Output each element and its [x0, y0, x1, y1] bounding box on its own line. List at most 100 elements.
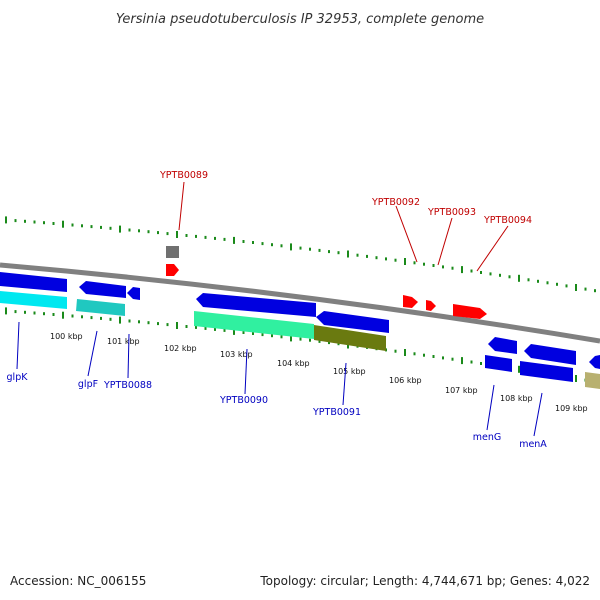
- gene-feature-blue[interactable]: [488, 337, 517, 354]
- cds-feature-cyan[interactable]: [0, 291, 67, 309]
- gene-feature-blue[interactable]: [520, 361, 573, 382]
- minor-tick: [147, 321, 150, 325]
- accession-text: Accession: NC_006155: [10, 574, 147, 588]
- gene-feature-blue[interactable]: [485, 355, 512, 372]
- gene-label-yptb0092[interactable]: YPTB0092: [371, 197, 420, 208]
- gene-feature-red[interactable]: [403, 295, 418, 308]
- minor-tick: [280, 335, 283, 339]
- minor-tick: [109, 226, 112, 230]
- major-tick: [176, 322, 178, 329]
- minor-tick: [166, 323, 169, 327]
- minor-tick: [546, 281, 549, 285]
- scale-label: 100 kbp: [50, 332, 83, 341]
- minor-tick: [71, 314, 74, 318]
- minor-tick: [242, 331, 245, 334]
- cds-feature-olive[interactable]: [314, 325, 386, 351]
- gene-label-glpk[interactable]: glpK: [7, 372, 29, 383]
- genome-summary-text: Topology: circular; Length: 4,744,671 bp…: [260, 574, 590, 588]
- minor-tick: [537, 279, 539, 283]
- gene-feature-blue[interactable]: [0, 272, 67, 292]
- minor-tick: [195, 325, 197, 329]
- minor-tick: [413, 261, 416, 265]
- gene-label-meng[interactable]: menG: [473, 432, 501, 443]
- minor-tick: [594, 289, 596, 293]
- minor-tick: [185, 325, 188, 328]
- minor-tick: [451, 266, 454, 270]
- minor-tick: [280, 244, 283, 248]
- minor-tick: [90, 316, 93, 320]
- minor-tick: [33, 220, 36, 224]
- minor-tick: [423, 353, 425, 357]
- minor-tick: [81, 315, 83, 319]
- gene-feature-blue[interactable]: [589, 355, 600, 369]
- cds-feature-khaki[interactable]: [585, 372, 600, 389]
- genome-backbone: [0, 262, 600, 344]
- minor-tick: [261, 333, 264, 337]
- gene-label-yptb0089[interactable]: YPTB0089: [159, 170, 208, 181]
- minor-tick: [442, 265, 444, 269]
- minor-tick: [527, 278, 530, 282]
- major-tick: [461, 266, 463, 274]
- gene-feature-red[interactable]: [453, 304, 487, 319]
- gene-label-yptb0088[interactable]: YPTB0088: [103, 380, 152, 391]
- minor-tick: [413, 352, 416, 356]
- gene-feature-red[interactable]: [426, 300, 436, 311]
- cds-feature-teal[interactable]: [76, 299, 125, 316]
- minor-tick: [157, 322, 159, 326]
- major-tick: [290, 243, 292, 251]
- major-tick: [404, 349, 406, 356]
- minor-tick: [128, 319, 131, 323]
- cds-feature-green[interactable]: [194, 311, 314, 339]
- major-tick: [518, 365, 520, 373]
- gene-feature-blue[interactable]: [127, 287, 140, 300]
- gene-feature-blue[interactable]: [316, 311, 389, 333]
- gene-feature-blue[interactable]: [196, 293, 316, 317]
- major-tick: [575, 284, 577, 291]
- minor-tick: [328, 250, 330, 254]
- major-tick: [404, 258, 406, 265]
- minor-tick: [432, 264, 435, 267]
- scale-label: 102 kbp: [164, 344, 197, 353]
- minor-tick: [128, 228, 131, 232]
- minor-tick: [470, 269, 473, 273]
- minor-tick: [81, 224, 83, 228]
- gene-feature-blue[interactable]: [79, 281, 126, 298]
- gene-feature-gray[interactable]: [166, 246, 179, 258]
- minor-tick: [584, 287, 587, 291]
- minor-tick: [556, 282, 558, 286]
- gene-label-yptb0094[interactable]: YPTB0094: [483, 215, 532, 226]
- reverse-genes: [0, 272, 600, 389]
- minor-tick: [432, 355, 435, 358]
- minor-tick: [299, 246, 302, 250]
- minor-tick: [499, 273, 501, 277]
- minor-tick: [147, 230, 150, 234]
- minor-tick: [394, 258, 397, 262]
- minor-tick: [318, 339, 321, 343]
- major-tick: [233, 327, 235, 335]
- major-tick: [347, 250, 349, 258]
- minor-tick: [223, 328, 226, 332]
- minor-tick: [489, 272, 492, 276]
- gene-label-yptb0093[interactable]: YPTB0093: [427, 207, 476, 218]
- minor-tick: [252, 241, 254, 244]
- gene-label-mena[interactable]: menA: [519, 439, 547, 450]
- outer-tick-row: [5, 216, 596, 293]
- minor-tick: [24, 219, 26, 223]
- minor-tick: [204, 235, 207, 239]
- minor-tick: [204, 326, 207, 330]
- gene-feature-blue[interactable]: [524, 344, 576, 365]
- gene-label-glpf[interactable]: glpF: [78, 379, 98, 390]
- gene-label-yptb0091[interactable]: YPTB0091: [312, 407, 361, 418]
- gene-feature-red[interactable]: [166, 264, 179, 276]
- gene-label-yptb0090[interactable]: YPTB0090: [219, 395, 268, 406]
- minor-tick: [223, 237, 226, 241]
- major-tick: [119, 225, 121, 233]
- minor-tick: [14, 310, 17, 314]
- minor-tick: [508, 275, 511, 279]
- minor-tick: [71, 223, 74, 227]
- forward-labels: [178, 181, 509, 272]
- map-title: Yersinia pseudotuberculosis IP 32953, co…: [116, 12, 484, 27]
- scale-label: 109 kbp: [555, 404, 588, 413]
- minor-tick: [565, 284, 568, 288]
